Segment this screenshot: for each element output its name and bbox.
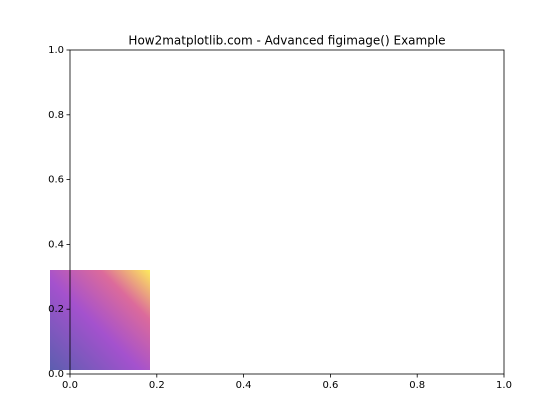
x-tick-label: 0.4: [236, 380, 252, 391]
axes-frame: [69, 49, 505, 375]
x-tick-label: 1.0: [496, 380, 512, 391]
chart-title: How2matplotlib.com - Advanced figimage()…: [128, 34, 445, 48]
y-tick-label: 0.6: [48, 175, 64, 186]
y-tick-label: 0.0: [48, 369, 64, 380]
x-tick-label: 0.0: [62, 380, 78, 391]
y-tick-label: 0.4: [48, 239, 64, 250]
y-tick-label: 0.2: [48, 304, 64, 315]
x-tick-label: 0.6: [322, 380, 338, 391]
x-tick-label: 0.2: [149, 380, 165, 391]
y-tick-label: 1.0: [48, 45, 64, 56]
y-tick-label: 0.8: [48, 110, 64, 121]
figure-image: [50, 270, 150, 370]
x-tick-label: 0.8: [409, 380, 425, 391]
